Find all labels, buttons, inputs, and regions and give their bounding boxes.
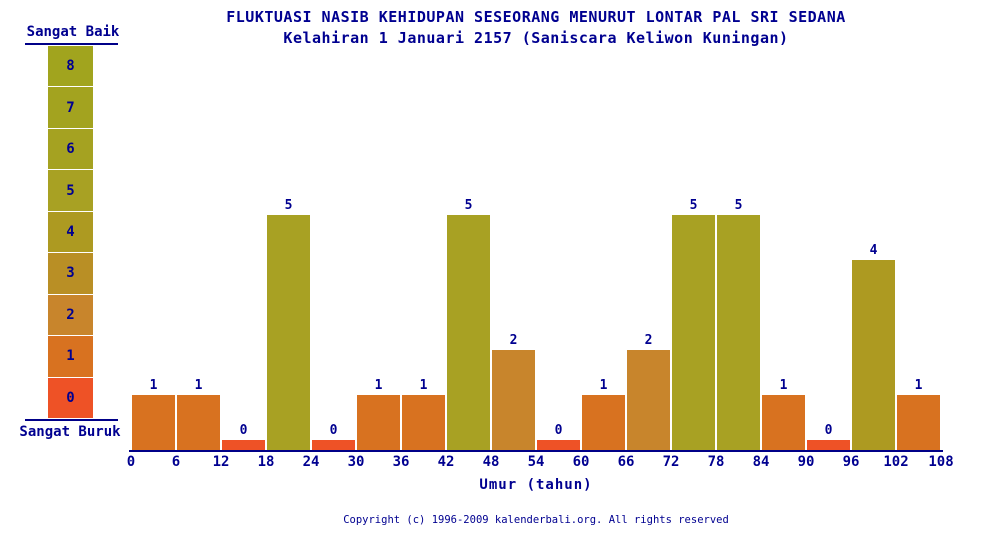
bar-age-0-6 (132, 395, 175, 450)
bar-value-label: 0 (554, 423, 563, 438)
legend-divider-top (25, 43, 118, 45)
bar-value-label: 0 (239, 423, 248, 438)
bar-value-label: 1 (194, 378, 203, 393)
bar-age-72-78 (672, 215, 715, 450)
x-tick-label-72: 72 (662, 454, 680, 470)
x-tick-label-12: 12 (212, 454, 230, 470)
x-tick-label-6: 6 (171, 454, 181, 470)
legend-box-value: 1 (66, 348, 75, 365)
copyright-text: Copyright (c) 1996-2009 kalenderbali.org… (343, 514, 729, 526)
x-tick-label-90: 90 (797, 454, 815, 470)
chart-title: FLUKTUASI NASIB KEHIDUPAN SESEORANG MENU… (226, 8, 846, 26)
bar-age-66-72 (627, 350, 670, 450)
x-tick-label-42: 42 (437, 454, 455, 470)
x-axis-line (129, 450, 943, 452)
bar-age-84-90 (762, 395, 805, 450)
bar-value-label: 1 (599, 378, 608, 393)
x-tick-label-36: 36 (392, 454, 410, 470)
bar-value-label: 1 (914, 378, 923, 393)
legend-box-value: 2 (66, 306, 75, 323)
x-tick-label-108: 108 (928, 454, 954, 470)
bar-value-label: 5 (689, 198, 698, 213)
legend-box-value: 4 (66, 223, 75, 240)
legend-box-5: 5 (48, 170, 93, 211)
legend-box-value: 7 (66, 99, 75, 116)
bar-value-label: 1 (779, 378, 788, 393)
x-tick-label-48: 48 (482, 454, 500, 470)
x-tick-label-102: 102 (883, 454, 909, 470)
legend-box-value: 6 (66, 141, 75, 158)
legend-box-3: 3 (48, 253, 93, 294)
bar-age-36-42 (402, 395, 445, 450)
bar-value-label: 0 (329, 423, 338, 438)
bar-age-54-60 (537, 440, 580, 450)
legend-box-8: 8 (48, 46, 93, 87)
x-tick-label-60: 60 (572, 454, 590, 470)
legend-worst-label: Sangat Buruk (19, 424, 121, 440)
legend-box-value: 8 (66, 58, 75, 75)
bar-value-label: 1 (374, 378, 383, 393)
x-axis-title: Umur (tahun) (479, 477, 593, 493)
bar-value-label: 5 (734, 198, 743, 213)
bar-age-60-66 (582, 395, 625, 450)
legend-box-value: 3 (66, 265, 75, 282)
bar-age-42-48 (447, 215, 490, 450)
bar-age-24-30 (312, 440, 355, 450)
legend-box-2: 2 (48, 294, 93, 336)
bar-age-12-18 (222, 440, 265, 450)
bar-age-78-84 (717, 215, 760, 450)
bar-value-label: 5 (284, 198, 293, 213)
chart-subtitle: Kelahiran 1 Januari 2157 (Saniscara Keli… (283, 29, 789, 47)
x-tick-label-96: 96 (842, 454, 860, 470)
bar-age-30-36 (357, 395, 400, 450)
scale-legend: Sangat Baik 8 7 6 5 4 3 2 1 0 Sangat Buruk (0, 0, 131, 450)
bar-value-label: 4 (869, 243, 878, 258)
legend-box-7: 7 (48, 87, 93, 128)
bar-value-label: 5 (464, 198, 473, 213)
bar-value-label: 0 (824, 423, 833, 438)
x-tick-label-24: 24 (302, 454, 320, 470)
x-tick-label-0: 0 (126, 454, 136, 470)
x-tick-label-30: 30 (347, 454, 365, 470)
legend-box-6: 6 (48, 128, 93, 170)
x-axis-ticks: 0 6 12 18 24 30 36 42 48 54 60 66 72 78 84 90 96 102 108 (127, 454, 954, 470)
bar-value-label: 2 (644, 333, 653, 348)
bar-age-6-12 (177, 395, 220, 450)
legend-scale-boxes: 8 7 6 5 4 3 2 1 0 (48, 46, 93, 418)
bar-age-48-54 (492, 350, 535, 450)
legend-box-1: 1 (48, 336, 93, 377)
bar-age-90-96 (807, 440, 850, 450)
x-tick-label-54: 54 (527, 454, 545, 470)
legend-divider-bottom (25, 419, 118, 421)
x-tick-label-78: 78 (707, 454, 725, 470)
bar-value-label: 1 (149, 378, 158, 393)
bar-age-18-24 (267, 215, 310, 450)
bar-age-102-108 (897, 395, 940, 450)
legend-box-value: 5 (66, 182, 75, 199)
x-tick-label-18: 18 (257, 454, 275, 470)
bar-value-label: 1 (419, 378, 428, 393)
legend-box-4: 4 (48, 211, 93, 253)
x-tick-label-66: 66 (617, 454, 635, 470)
x-tick-label-84: 84 (752, 454, 770, 470)
legend-box-0: 0 (48, 377, 93, 418)
bar-age-96-102 (852, 260, 895, 450)
bar-value-label: 2 (509, 333, 518, 348)
legend-best-label: Sangat Baik (26, 24, 120, 40)
legend-box-value: 0 (66, 389, 75, 406)
